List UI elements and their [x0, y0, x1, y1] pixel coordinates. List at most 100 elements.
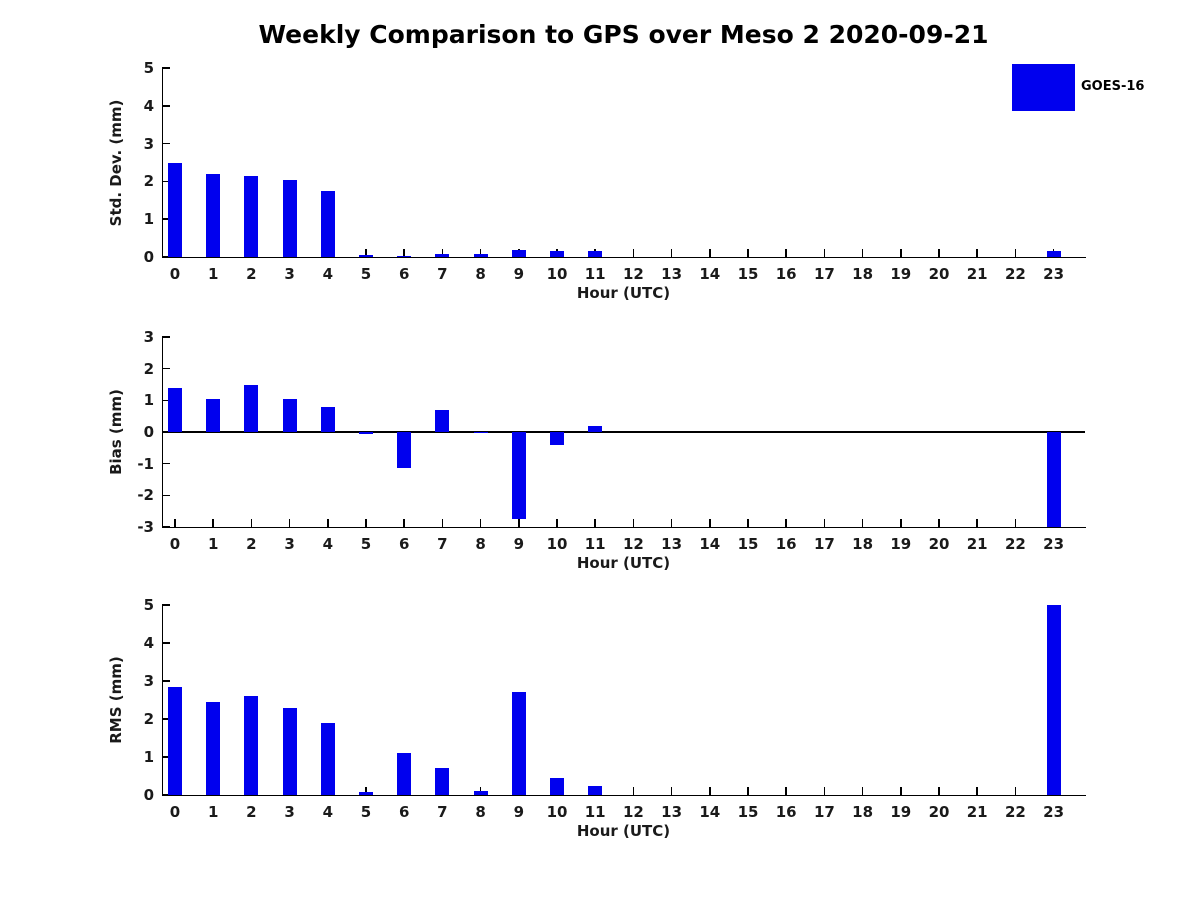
x-tick-label-std-dev-17: 17	[813, 265, 835, 283]
y-tick-bias-1	[162, 399, 170, 402]
x-tick-label-bias-7: 7	[437, 535, 448, 553]
x-tick-bias-20	[938, 519, 940, 527]
x-tick-bias-16	[785, 519, 787, 527]
x-tick-label-std-dev-11: 11	[584, 265, 606, 283]
bar-rms-hour-8	[473, 791, 488, 795]
x-tick-label-std-dev-9: 9	[513, 265, 525, 283]
bar-std-dev-hour-2	[244, 175, 259, 257]
x-tick-std-dev-15	[747, 249, 749, 257]
x-tick-label-std-dev-1: 1	[207, 265, 219, 283]
x-tick-label-rms-10: 10	[546, 803, 568, 821]
legend-label-goes-16: GOES-16	[1081, 79, 1145, 94]
x-tick-rms-16	[785, 787, 787, 795]
y-tick-label-bias-2: 2	[143, 359, 154, 378]
y-tick-label-rms-3: 3	[143, 672, 154, 690]
bar-std-dev-hour-0	[168, 162, 182, 257]
bar-rms-hour-4	[320, 722, 335, 795]
bar-bias-hour-1	[206, 398, 221, 432]
x-tick-label-std-dev-14: 14	[699, 265, 721, 283]
x-tick-bias-21	[976, 519, 978, 527]
bar-std-dev-hour-7	[435, 253, 450, 257]
x-tick-label-rms-17: 17	[813, 803, 835, 821]
x-tick-bias-9	[518, 519, 520, 527]
x-tick-std-dev-20	[938, 249, 940, 257]
x-tick-label-std-dev-22: 22	[1004, 265, 1026, 283]
x-tick-label-std-dev-5: 5	[360, 265, 372, 283]
x-tick-std-dev-18	[861, 249, 864, 257]
x-tick-label-std-dev-13: 13	[661, 265, 683, 283]
x-tick-bias-15	[747, 519, 749, 527]
y-tick-label-bias-0: 0	[143, 423, 154, 441]
x-tick-label-bias-8: 8	[475, 535, 486, 553]
x-tick-label-std-dev-4: 4	[322, 265, 334, 283]
x-axis-label-hour-utc-top: Hour (UTC)	[576, 284, 671, 302]
x-tick-bias-8	[479, 519, 482, 527]
y-tick-std-dev-2	[162, 180, 170, 183]
x-tick-label-bias-10: 10	[546, 535, 568, 553]
y-tick-label-bias--2: -2	[137, 486, 154, 505]
x-tick-label-bias-23: 23	[1043, 535, 1065, 553]
x-tick-label-bias-5: 5	[360, 535, 372, 553]
bar-std-dev-hour-6	[397, 255, 412, 257]
x-tick-label-bias-15: 15	[737, 535, 759, 553]
x-tick-rms-21	[976, 787, 978, 795]
y-tick-rms-1	[162, 756, 170, 758]
x-tick-label-rms-0: 0	[169, 803, 181, 821]
x-tick-bias-17	[823, 519, 826, 527]
bar-bias-hour-2	[244, 384, 259, 432]
x-tick-bias-11	[594, 519, 596, 527]
x-tick-label-bias-21: 21	[966, 535, 988, 553]
y-tick-std-dev-1	[162, 218, 170, 220]
y-tick-label-std-dev-0: 0	[143, 248, 154, 266]
x-tick-std-dev-6	[403, 249, 405, 257]
x-tick-label-rms-16: 16	[775, 803, 797, 821]
bar-bias-hour-0	[168, 387, 182, 432]
bar-std-dev-hour-8	[473, 253, 488, 257]
bar-rms-hour-11	[588, 785, 603, 795]
bar-std-dev-hour-10	[550, 250, 564, 257]
y-tick-label-rms-0: 0	[143, 786, 154, 804]
legend-swatch-goes-16	[1012, 64, 1075, 111]
bar-std-dev-hour-3	[282, 179, 297, 257]
bar-bias-hour-23	[1046, 432, 1061, 527]
x-tick-bias-4	[327, 519, 329, 527]
bar-std-dev-hour-11	[588, 250, 603, 257]
x-tick-std-dev-7	[441, 249, 444, 257]
bar-bias-hour-9	[511, 432, 526, 520]
x-tick-label-bias-6: 6	[398, 535, 410, 553]
bar-bias-hour-6	[397, 432, 412, 469]
bar-std-dev-hour-1	[206, 173, 221, 257]
x-tick-label-std-dev-21: 21	[966, 265, 988, 283]
x-tick-label-rms-18: 18	[852, 803, 874, 821]
bar-bias-hour-5	[359, 432, 373, 434]
x-tick-std-dev-17	[823, 249, 826, 257]
y-tick-rms-4	[162, 642, 170, 644]
x-tick-label-rms-14: 14	[699, 803, 721, 821]
x-tick-label-std-dev-15: 15	[737, 265, 759, 283]
y-tick-label-rms-5: 5	[143, 596, 154, 614]
y-tick-label-bias--3: -3	[137, 518, 154, 536]
x-axis-label-hour-utc-middle: Hour (UTC)	[576, 554, 671, 572]
y-tick-rms-3	[162, 680, 170, 682]
x-tick-bias-18	[861, 519, 864, 527]
bar-bias-hour-11	[588, 425, 603, 432]
x-tick-rms-20	[938, 787, 940, 795]
x-tick-bias-7	[441, 519, 444, 527]
bar-bias-hour-4	[320, 406, 335, 432]
x-tick-label-bias-9: 9	[513, 535, 525, 553]
y-tick-label-bias--1: -1	[137, 454, 154, 473]
x-tick-label-bias-1: 1	[207, 535, 219, 553]
x-tick-label-bias-2: 2	[246, 535, 257, 553]
x-tick-label-bias-13: 13	[661, 535, 683, 553]
x-tick-bias-13	[670, 519, 673, 527]
x-axis-label-hour-utc-bottom: Hour (UTC)	[576, 822, 671, 840]
x-tick-label-bias-12: 12	[622, 535, 644, 553]
x-tick-label-bias-11: 11	[584, 535, 606, 553]
x-tick-label-rms-12: 12	[622, 803, 644, 821]
x-tick-rms-15	[747, 787, 749, 795]
x-tick-rms-5	[365, 787, 367, 795]
x-tick-label-rms-8: 8	[475, 803, 486, 821]
x-tick-label-std-dev-0: 0	[169, 265, 181, 283]
bar-rms-hour-0	[168, 686, 182, 795]
